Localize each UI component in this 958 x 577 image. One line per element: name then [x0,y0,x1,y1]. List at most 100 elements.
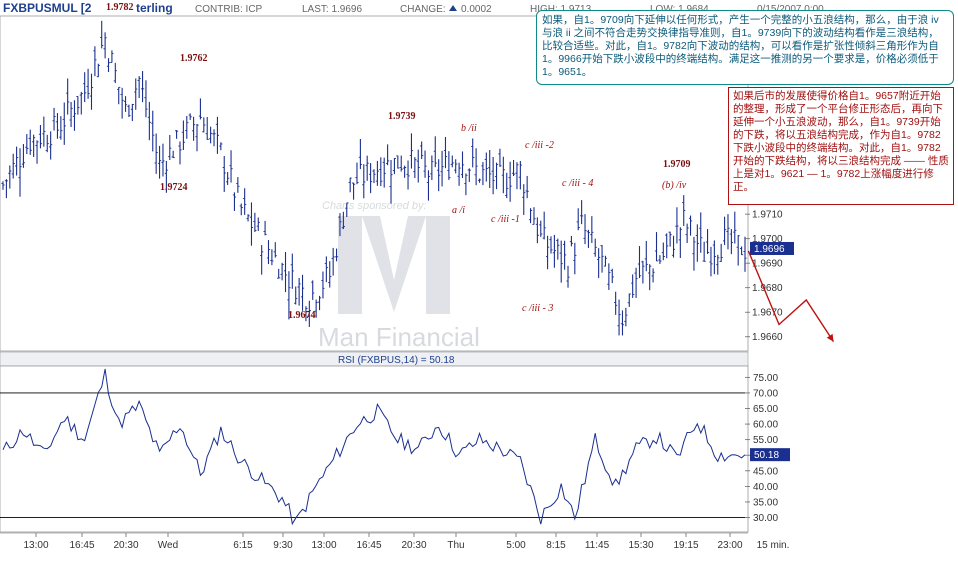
price-bar [297,278,301,306]
commentary-note-primary: 如果，自1。9709向下延伸以任何形式，产生一个完整的小五浪结构，那么，由于浪 … [536,10,954,85]
projection-arrow-path [747,250,835,343]
price-bar [62,102,66,145]
price-bar [682,195,686,226]
price-bar [522,184,526,215]
price-bar [304,306,308,322]
price-bar [699,212,703,253]
price-bar [637,246,642,279]
price-bars [1,20,747,336]
rsi-y-tick-label: 65.00 [753,404,778,415]
price-bar [144,80,148,118]
price-bar [375,160,380,186]
price-bar [580,200,584,225]
price-bar [695,224,699,262]
price-bar [586,229,591,248]
price-bar [671,235,676,258]
price-bar [151,110,155,152]
price-bar [287,271,291,320]
wave-label: a /i [452,205,465,216]
price-y-tick-label: 1.9680 [752,283,783,294]
price-bar [328,261,332,288]
price-bar [413,157,417,178]
price-bar [392,157,397,175]
price-bar [423,150,427,178]
x-tick-label: 11:45 [585,540,610,551]
price-bar [658,255,662,264]
price-bar [314,299,318,318]
price-level-label: 1.9674 [288,310,316,321]
price-bar [290,253,294,289]
price-bar [157,145,162,179]
price-bar [368,163,373,194]
price-bar [654,232,659,262]
price-bar [171,150,175,159]
x-tick-label: 16:45 [69,540,94,551]
price-bar [576,208,580,231]
price-bar [631,274,635,298]
price-y-axis: 1.9710 1.9700 1.9690 1.9680 1.9670 1.9660 [745,210,783,343]
price-bar [35,140,39,164]
price-bar [226,171,230,185]
price-level-label: 1.9762 [180,53,208,64]
price-bar [355,162,359,185]
price-bar [55,112,60,139]
x-tick-label: Thu [447,540,464,551]
price-bar [351,182,356,200]
price-bar [185,115,189,139]
change-up-icon [449,5,457,11]
brand-text: Man Financial [318,322,480,352]
price-bar [69,101,73,128]
price-bar [246,214,250,222]
price-bar [379,157,383,187]
price-bar [409,133,414,169]
last-price-badge-text: 1.9696 [754,244,785,255]
price-y-tick-label: 1.9670 [752,308,783,319]
price-bar [590,216,594,243]
price-bar [559,240,563,283]
rsi-panel: RSI (FXBPUS,14) = 50.18 75.00 70.00 65.00 6… [0,351,790,533]
change-label: CHANGE: [400,4,446,15]
price-bar [256,217,260,231]
price-bar [542,211,546,240]
price-bar [307,300,311,327]
x-tick-label: Wed [158,540,178,551]
last-price-badge-box [750,241,794,255]
price-bar [614,291,618,315]
price-bar [178,141,182,165]
price-bar [317,295,322,311]
price-bar [198,98,203,120]
price-bar [430,155,434,181]
rsi-last-badge-text: 50.18 [754,450,779,461]
price-bar [518,161,522,190]
price-bar [474,148,478,186]
price-bar [600,245,604,273]
price-bar [729,229,733,255]
price-bar [460,151,465,179]
price-level-label: 1.9724 [160,182,188,193]
price-bar [59,116,63,140]
price-bar [743,236,747,272]
price-bar [49,131,53,160]
contrib-text: CONTRIB: ICP [195,4,263,15]
price-bar [634,267,638,299]
rsi-last-badge: 50.18 [750,448,790,462]
symbol-text: FXBPUSMUL [2 [3,1,92,15]
wave-label: c /iii -1 [491,214,520,225]
price-bar [168,134,172,160]
price-bar [389,160,393,204]
price-bar [365,155,369,181]
price-bar [18,148,22,197]
price-bar [641,260,645,284]
rsi-reference-lines [0,392,745,518]
price-bar [382,157,386,188]
price-annotations: 1.9782 1.9762 1.9724 1.9739 1.9674 1.9709 [106,2,691,321]
man-financial-logo-icon [338,216,450,314]
price-bar [668,231,672,247]
rsi-y-tick-label: 40.00 [753,482,778,493]
price-bar [164,160,168,193]
price-bar [338,213,342,237]
price-bar [484,152,488,182]
price-bar [260,245,264,275]
price-bar [202,117,206,133]
rsi-y-tick-label: 70.00 [753,388,778,399]
